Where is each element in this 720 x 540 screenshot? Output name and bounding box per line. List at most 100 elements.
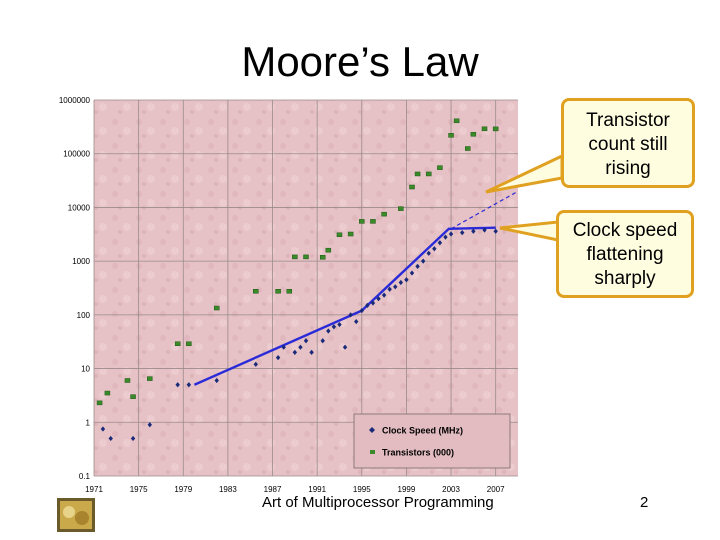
clock-speed-point [471,228,476,234]
footer-text: Art of Multiprocessor Programming [262,494,494,511]
x-tick-label: 2003 [442,485,460,494]
transistor-point [370,219,376,224]
transistor-point [381,211,387,217]
transistor-callout-line-2: count still [588,134,668,155]
transistor-point [275,289,281,294]
clock-speed-point [253,361,258,367]
clock-speed-point [482,227,487,233]
book-logo [57,498,95,532]
clock-speed-point [186,382,192,388]
x-tick-label: 2007 [487,485,505,494]
transistor-point [465,146,471,151]
transistor-point [147,376,153,381]
x-tick-label: 1971 [85,485,103,494]
slide-title: Moore’s Law [241,38,479,85]
clock-callout-line-3: sharply [594,268,656,289]
y-tick-labels: 0.1 1 10 100 1000 10000 100000 1000000 [59,96,91,481]
clock-speed-point [275,355,281,361]
clock-speed-point [437,240,443,246]
transistor-point [253,289,259,294]
transistor-point [448,133,454,138]
y-tick-label: 1000000 [59,96,91,105]
legend-label: Clock Speed (MHz) [382,426,463,436]
x-tick-label: 1991 [308,485,326,494]
clock-speed-point [292,349,298,356]
trend-lines [193,190,519,386]
x-tick-label: 1995 [353,485,371,494]
clock-speed-point [298,344,303,350]
transistor-point [481,126,488,132]
transistor-point [292,254,298,260]
transistor-point [213,305,220,311]
transistor-point [347,231,354,237]
x-tick-label: 1983 [219,485,237,494]
transistor-point [286,289,293,294]
page-number: 2 [640,494,649,511]
clock-speed-point [130,435,136,442]
clock-speed-point [100,426,106,432]
clock-speed-point [175,382,180,388]
transistor-point [303,254,309,260]
x-tick-label: 1975 [130,485,148,494]
y-tick-label: 1 [86,418,91,427]
clock-speed-callout: Clock speed flattening sharply [556,210,694,298]
y-tick-label: 10000 [68,203,91,212]
x-tick-label: 1999 [398,485,416,494]
legend: Clock Speed (MHz) Transistors (000) [353,413,511,469]
clock-speed-point [426,250,431,256]
clock-speed-point [147,422,152,428]
clock-speed-point [214,377,219,384]
clock-speed-point [493,228,498,234]
x-tick-label: 1987 [264,485,282,494]
transistor-point [336,232,343,237]
clock-speed-point [460,229,465,236]
y-tick-label: 1000 [72,257,90,266]
transistor-point [359,219,365,224]
transistor-point [130,394,136,399]
legend-clock-marker [369,427,375,433]
transistor-trend-line [450,190,519,230]
clock-speed-point [108,435,113,442]
clock-speed-point [281,344,286,350]
legend-transistor-marker [370,450,375,454]
clock-speed-point [381,292,387,298]
y-tick-label: 0.1 [79,472,91,481]
transistor-point [319,255,326,260]
clock-callout-line-1: Clock speed [572,220,678,241]
moores-law-chart: 0.1 1 10 100 1000 10000 100000 1000000 1971 1975… [38,92,524,500]
transistor-point [186,341,192,346]
transistor-point [492,126,499,132]
clock-speed-point [432,246,437,252]
transistor-point [409,184,415,190]
transistor-callout-line-1: Transistor [586,110,670,131]
legend-label: Transistors (000) [382,448,454,458]
clock-speed-point [448,231,454,237]
transistor-point [124,378,131,383]
y-tick-label: 100 [77,311,91,320]
clock-speed-point [443,234,448,240]
clock-callout-line-2: flattening [586,244,664,265]
transistor-point [425,171,432,177]
grid-lines [93,99,518,477]
transistor-point [104,390,111,396]
plot-background [94,100,518,476]
transistor-point [414,171,421,177]
transistor-point [174,341,181,346]
clock-speed-point [309,349,314,356]
y-tick-label: 100000 [63,150,90,159]
transistor-callout: Transistor count still rising [561,98,695,188]
legend-box [353,413,511,469]
clock-speed-point [393,284,398,290]
x-tick-label: 1979 [174,485,192,494]
transistor-point [470,132,477,137]
transistor-point [437,165,443,170]
chart-svg: 0.1 1 10 100 1000 10000 100000 1000000 1971 1975… [59,96,519,494]
transistor-point [453,118,460,124]
transistor-point [96,400,103,406]
transistor-point [398,206,404,211]
clock-speed-point [342,344,348,350]
transistor-callout-line-3: rising [605,158,651,179]
x-tick-labels: 1971 1975 1979 1983 1987 1991 1995 1999 2003 2007 [85,485,505,494]
transistor-point [325,247,332,253]
clock-speed-trend-line [193,226,496,386]
